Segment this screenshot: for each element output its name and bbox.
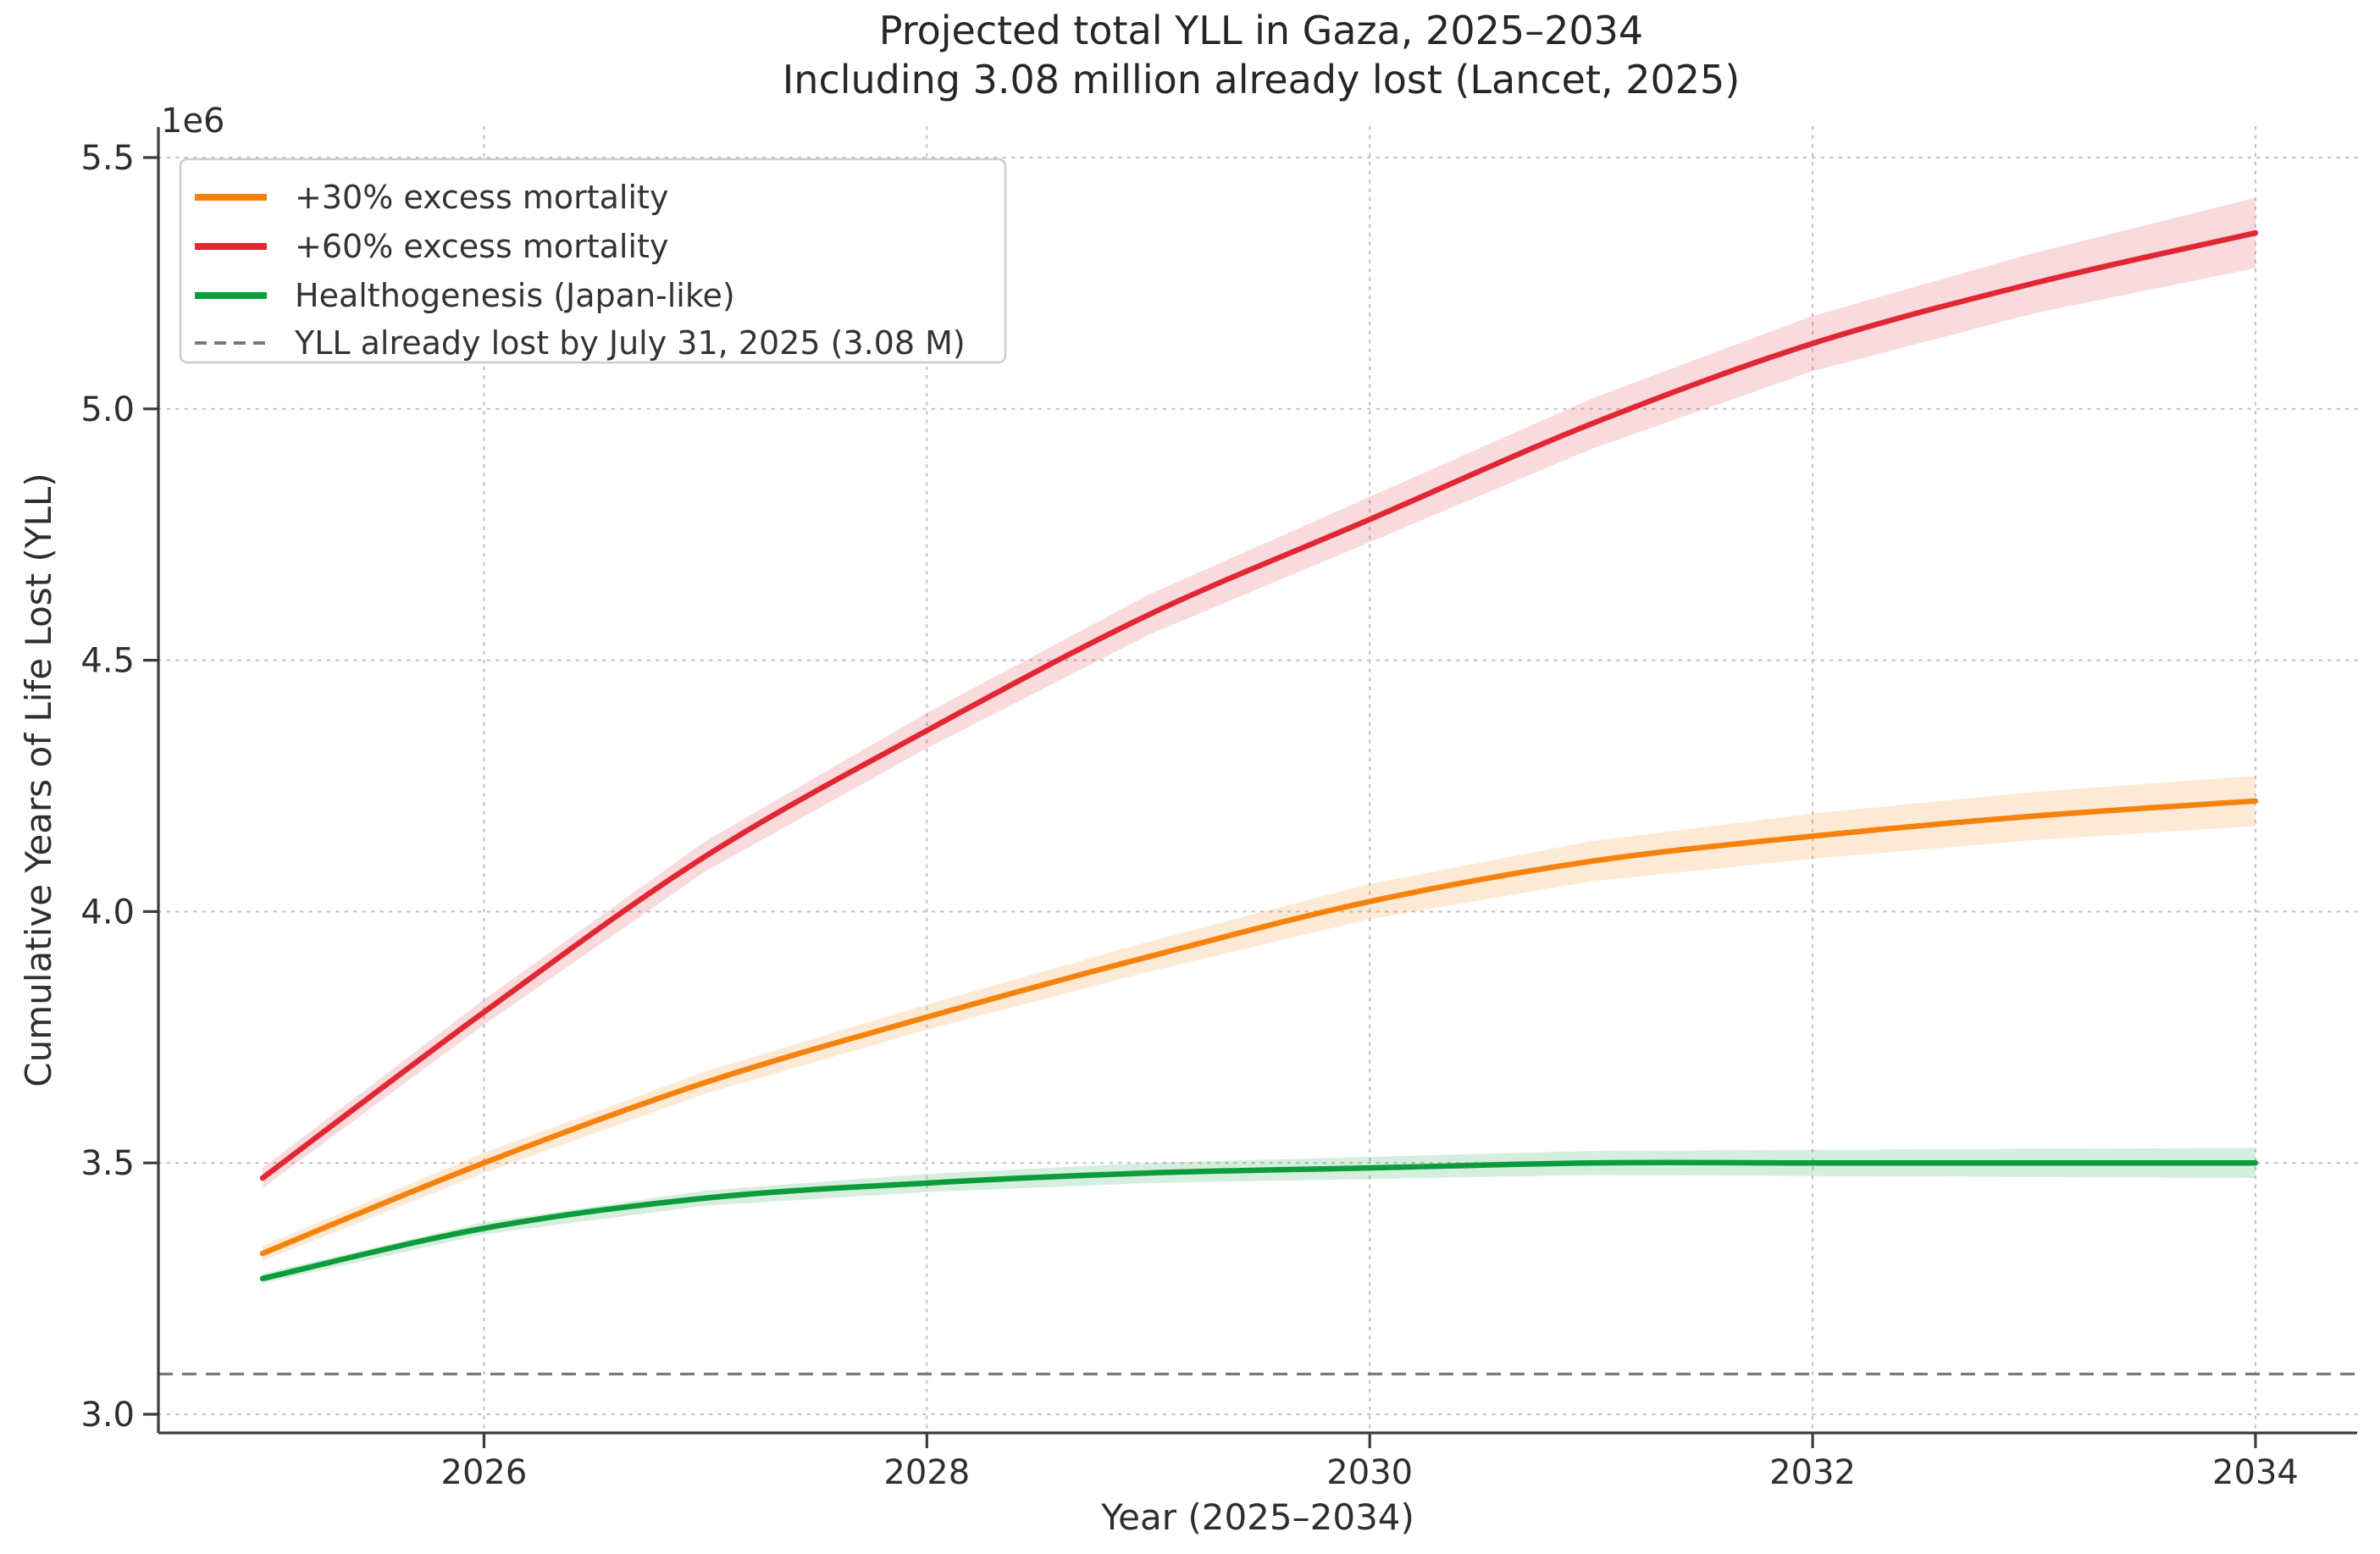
- series-lines: [158, 230, 2357, 1376]
- axes-spines-ticks: [143, 127, 2357, 1448]
- legend-box: [179, 158, 1007, 364]
- legend: +30% excess mortality +60% excess mortali…: [179, 158, 1007, 364]
- x-tick-label: 2028: [883, 1453, 970, 1492]
- y-axis-label: Cumulative Years of Life Lost (YLL): [18, 473, 59, 1087]
- chart-title: Projected total YLL in Gaza, 2025–2034: [879, 8, 1643, 53]
- band-plus30: [263, 776, 2255, 1261]
- tick-labels: 3.0 3.5 4.0 4.5 5.0 5.5 2026 2028 2030 2032 2034: [80, 139, 2298, 1492]
- band-plus60: [263, 197, 2255, 1188]
- chart-subtitle: Including 3.08 million already lost (Lan…: [783, 57, 1741, 102]
- x-axis-label: Year (2025–2034): [1100, 1496, 1414, 1538]
- y-tick-label: 4.5: [80, 642, 135, 681]
- legend-label-plus30: +30% excess mortality: [295, 179, 668, 216]
- legend-label-healthogenesis: Healthogenesis (Japan-like): [295, 277, 735, 314]
- y-offset-label: 1e6: [161, 102, 225, 141]
- x-tick-label: 2026: [441, 1453, 528, 1492]
- line-plus60: [259, 230, 2259, 1181]
- line-plus30: [259, 798, 2259, 1257]
- x-tick-label: 2032: [1769, 1453, 1856, 1492]
- x-tick-label: 2034: [2212, 1453, 2299, 1492]
- legend-label-plus60: +60% excess mortality: [295, 228, 668, 265]
- y-tick-label: 5.0: [80, 390, 135, 429]
- x-tick-label: 2030: [1326, 1453, 1413, 1492]
- y-tick-label: 5.5: [80, 139, 135, 178]
- line-healthogenesis: [259, 1159, 2259, 1281]
- y-tick-label: 3.5: [80, 1144, 135, 1183]
- y-tick-label: 3.0: [80, 1396, 135, 1435]
- y-tick-label: 4.0: [80, 893, 135, 932]
- legend-label-baseline: YLL already lost by July 31, 2025 (3.08 …: [294, 324, 966, 362]
